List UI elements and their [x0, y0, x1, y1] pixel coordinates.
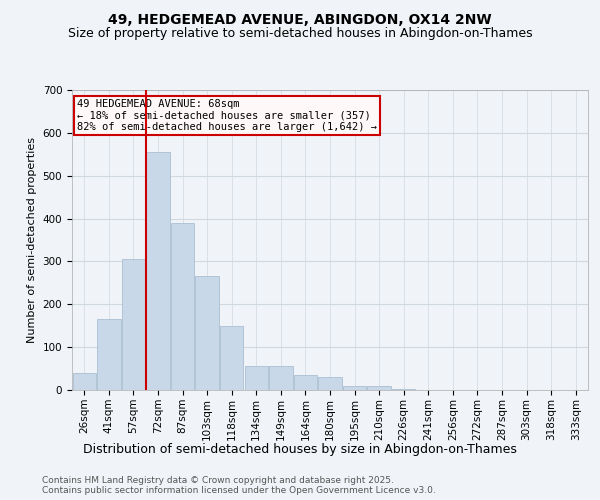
- Text: Distribution of semi-detached houses by size in Abingdon-on-Thames: Distribution of semi-detached houses by …: [83, 442, 517, 456]
- Text: Contains HM Land Registry data © Crown copyright and database right 2025.
Contai: Contains HM Land Registry data © Crown c…: [42, 476, 436, 495]
- Bar: [73, 373, 96, 390]
- Bar: [343, 386, 366, 390]
- Bar: [146, 152, 170, 390]
- Bar: [122, 260, 145, 390]
- Text: Size of property relative to semi-detached houses in Abingdon-on-Thames: Size of property relative to semi-detach…: [68, 28, 532, 40]
- Text: 49 HEDGEMEAD AVENUE: 68sqm
← 18% of semi-detached houses are smaller (357)
82% o: 49 HEDGEMEAD AVENUE: 68sqm ← 18% of semi…: [77, 99, 377, 132]
- Bar: [319, 377, 341, 390]
- Bar: [294, 375, 317, 390]
- Bar: [245, 366, 268, 390]
- Y-axis label: Number of semi-detached properties: Number of semi-detached properties: [27, 137, 37, 343]
- Bar: [97, 320, 121, 390]
- Bar: [196, 276, 219, 390]
- Bar: [392, 388, 415, 390]
- Bar: [269, 366, 293, 390]
- Bar: [220, 326, 244, 390]
- Text: 49, HEDGEMEAD AVENUE, ABINGDON, OX14 2NW: 49, HEDGEMEAD AVENUE, ABINGDON, OX14 2NW: [108, 12, 492, 26]
- Bar: [171, 223, 194, 390]
- Bar: [367, 386, 391, 390]
